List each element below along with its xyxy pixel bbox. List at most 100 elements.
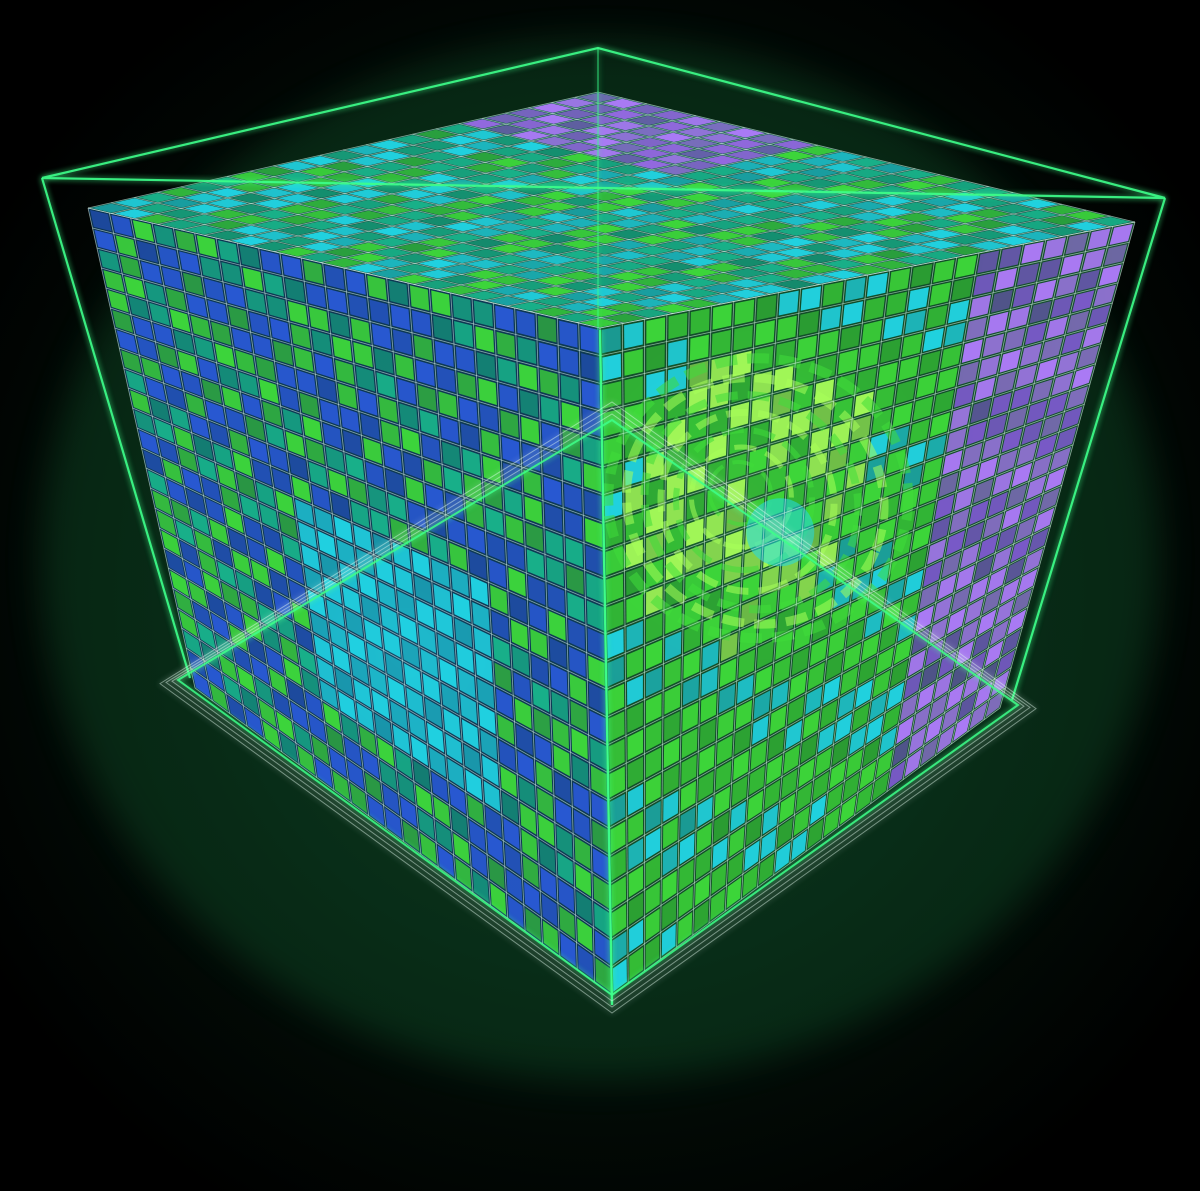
voxel-tile-left	[435, 609, 454, 638]
voxel-tile-top	[184, 182, 224, 192]
voxel-tile-right	[775, 842, 791, 873]
voxel-tile-right	[945, 530, 966, 556]
voxel-tile-right	[996, 649, 1016, 677]
voxel-tile-top	[486, 125, 527, 135]
voxel-tile-left	[265, 423, 286, 449]
voxel-tile-left	[201, 642, 220, 670]
voxel-tile-right	[907, 649, 926, 677]
voxel-tile-top	[301, 188, 341, 198]
voxel-tile-left	[508, 567, 526, 597]
voxel-tile-top	[823, 259, 865, 269]
voxel-tile-left	[560, 933, 576, 967]
voxel-tile-left	[538, 342, 558, 370]
voxel-tile-left	[182, 272, 204, 296]
voxel-tile-left	[254, 677, 273, 706]
frame-top-edge	[41, 46, 1166, 200]
voxel-tile-top	[920, 208, 962, 218]
voxel-tile-top	[1065, 221, 1107, 231]
voxel-tile-left	[387, 677, 406, 707]
voxel-tile-top	[348, 210, 389, 220]
voxel-tile-top	[561, 196, 602, 206]
voxel-tile-top	[725, 139, 766, 149]
voxel-tile-top	[680, 225, 721, 235]
voxel-tile-left	[268, 445, 289, 472]
voxel-tile-right	[608, 683, 625, 715]
voxel-tile-left	[548, 610, 566, 641]
voxel-tile-right	[837, 349, 858, 375]
voxel-tile-left	[179, 540, 199, 567]
voxel-tile-left	[221, 582, 240, 609]
voxel-tile-left	[249, 312, 270, 337]
voxel-tile-top	[442, 190, 483, 200]
voxel-tile-right	[997, 449, 1018, 474]
voxel-tile-top	[418, 162, 458, 172]
voxel-tile-left	[269, 569, 289, 597]
voxel-tile-top	[627, 104, 668, 114]
voxel-tile-right	[787, 695, 805, 725]
voxel-tile-right	[771, 681, 789, 710]
voxel-tile-left	[419, 409, 439, 437]
top-grid-line	[528, 107, 1063, 237]
voxel-tile-left	[232, 550, 251, 577]
voxel-tile-left	[324, 265, 345, 290]
voxel-tile-right	[960, 543, 980, 569]
voxel-tile-left	[259, 379, 279, 404]
voxel-tile-right	[716, 735, 733, 765]
voxel-tile-left	[392, 724, 410, 755]
voxel-tile-top	[824, 195, 865, 205]
voxel-tile-right	[974, 681, 993, 709]
voxel-tile-left	[219, 654, 238, 682]
voxel-tile-left	[583, 463, 602, 492]
voxel-tile-left	[410, 736, 428, 766]
voxel-tile-top	[872, 239, 913, 249]
voxel-tile-right	[942, 450, 963, 475]
voxel-tile-left	[497, 714, 515, 745]
voxel-tile-right	[950, 405, 971, 431]
voxel-tile-right	[1016, 263, 1040, 286]
voxel-tile-right	[969, 294, 991, 318]
voxel-tile-right	[973, 478, 994, 504]
voxel-tile-left	[504, 488, 523, 518]
voxel-tile-right	[1017, 568, 1038, 595]
voxel-tile-top	[630, 137, 671, 148]
voxel-tile-top	[653, 304, 694, 313]
voxel-tile-top	[993, 214, 1034, 224]
voxel-tile-left	[165, 385, 186, 410]
voxel-tile-right	[755, 665, 773, 695]
voxel-tile-right	[1006, 483, 1028, 509]
voxel-tile-left	[585, 545, 603, 576]
voxel-tile-right	[645, 747, 662, 778]
voxel-tile-right	[843, 643, 862, 671]
voxel-tile-top	[605, 121, 645, 131]
voxel-tile-left	[371, 323, 392, 350]
voxel-tile-right	[1087, 228, 1111, 250]
voxel-tile-right	[898, 356, 920, 381]
voxel-tile-left	[303, 260, 324, 285]
voxel-tile-top	[512, 281, 552, 291]
voxel-tile-left	[427, 509, 446, 538]
voxel-tile-right	[645, 693, 662, 724]
voxel-tile-top	[652, 121, 693, 131]
voxel-tile-top	[584, 255, 625, 265]
voxel-tile-left	[397, 378, 417, 405]
voxel-tile-top	[944, 203, 986, 213]
voxel-tile-right	[795, 360, 815, 386]
voxel-tile-left	[173, 330, 195, 354]
voxel-tile-top	[347, 263, 388, 273]
voxel-tile-right	[869, 692, 887, 721]
voxel-tile-left	[304, 566, 323, 595]
voxel-tile-right	[686, 518, 704, 547]
voxel-tile-left	[205, 400, 226, 426]
voxel-tile-top	[631, 277, 672, 287]
voxel-tile-top	[896, 234, 937, 244]
voxel-tile-top	[325, 205, 365, 215]
voxel-tile-left	[584, 490, 602, 520]
voxel-tile-right	[922, 457, 943, 483]
voxel-tile-right	[678, 912, 693, 945]
voxel-tile-right	[762, 804, 779, 835]
voxel-tile-right	[1060, 253, 1084, 276]
voxel-tile-right	[793, 806, 810, 837]
voxel-tile-right	[1011, 385, 1033, 410]
voxel-tile-left	[141, 357, 162, 381]
voxel-tile-top	[656, 198, 697, 208]
